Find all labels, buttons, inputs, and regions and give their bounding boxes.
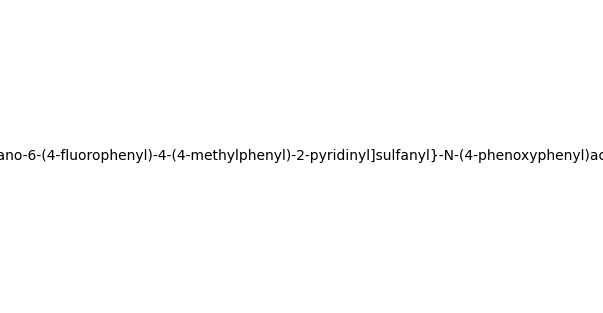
Text: 2-{[3-cyano-6-(4-fluorophenyl)-4-(4-methylphenyl)-2-pyridinyl]sulfanyl}-N-(4-phe: 2-{[3-cyano-6-(4-fluorophenyl)-4-(4-meth…	[0, 150, 603, 163]
